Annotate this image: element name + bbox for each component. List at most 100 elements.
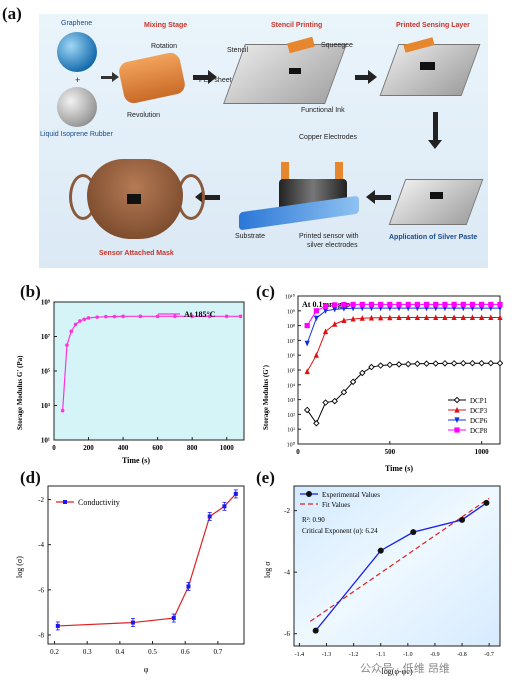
chart-d-point: [130, 620, 135, 625]
chart-e-plot-area: [293, 485, 501, 647]
chart-c-point: [304, 368, 310, 375]
chart-c-point: [488, 301, 494, 308]
chart-c-plot-area: [297, 295, 501, 445]
graphene-sphere: [57, 32, 97, 72]
stencil-printing-label: Stencil Printing: [271, 22, 323, 29]
chart-c-point: [460, 314, 466, 321]
chart-b-xtick-label: 800: [187, 444, 198, 452]
chart-d-xtick-label: 0.5: [148, 648, 157, 656]
chart-c-legend-marker: [454, 427, 460, 433]
pet-sheet-label: PET sheet: [199, 77, 232, 84]
chart-c-point: [460, 301, 466, 308]
arrow-head-1: [112, 72, 119, 82]
graphene-label: Graphene: [61, 20, 93, 27]
chart-b-xlabel: Time (s): [122, 456, 150, 465]
chart-e-r2: R²: 0.90: [302, 516, 325, 524]
chart-c-point: [368, 363, 375, 371]
chart-c-legend-marker: [454, 417, 460, 424]
arrow-left-1: [375, 195, 391, 200]
chart-d-ytick-label: -4: [38, 541, 44, 549]
chart-d-xtick-label: 0.3: [83, 648, 92, 656]
chart-e-ylabel: log σ: [263, 561, 272, 578]
chart-c-point: [496, 359, 504, 367]
chart-c-point: [414, 314, 420, 321]
chart-e-critical: Critical Exponent (α): 6.24: [302, 527, 378, 535]
chart-e-xtick-label: -1.0: [403, 652, 413, 658]
chart-b-ytick-label: 10⁵: [41, 368, 50, 376]
chart-b-ytick-label: 10¹: [41, 437, 50, 445]
chart-b-xtick-label: 200: [83, 444, 94, 452]
panel-a-label: (a): [2, 4, 22, 23]
chart-d-point: [55, 623, 60, 628]
chart-e-ytick-label: -4: [284, 569, 290, 577]
chart-c-point: [469, 314, 476, 321]
sensing-platform: [379, 44, 481, 96]
chart-b-point: [95, 315, 99, 319]
chart-e-point: [312, 627, 319, 634]
chart-d-point: [207, 514, 212, 519]
chart-e-ytick-label: -2: [284, 507, 290, 515]
copper-electrodes-label: Copper Electrodes: [299, 134, 357, 141]
chart-c-point: [359, 315, 365, 321]
chart-c-point: [441, 360, 449, 367]
chart-e-xtick-label: -0.7: [484, 652, 494, 658]
chart-b-xtick-label: 600: [152, 444, 163, 452]
chart-e-xtick-label: -1.3: [322, 652, 332, 658]
chart-c-point: [368, 314, 375, 321]
chart-c-series-line: [306, 307, 500, 344]
arrow-right-3: [355, 75, 369, 80]
chart-c-point: [313, 420, 320, 427]
chart-b-ylabel: Storage Modulus G' (Pa): [16, 355, 24, 430]
chart-c-legend-label: DCP3: [470, 407, 488, 415]
substrate-label: Substrate: [235, 233, 265, 240]
chart-d-xtick-label: 0.4: [115, 648, 124, 656]
chart-d-ylabel: log (σ): [15, 556, 24, 578]
squeegee-label: Squeegee: [321, 42, 353, 49]
chart-c-xtick-label: 1000: [475, 448, 490, 456]
chart-b-point: [121, 314, 125, 319]
chart-c-point: [359, 369, 366, 377]
chart-e-xtick-label: -0.8: [457, 652, 467, 658]
chart-d: log (σ) φ 0.2 0.3 0.4 0.5 0.6 0.7 -8 -6 -4 -2 Con…: [15, 485, 245, 674]
chart-d-xtick-label: 0.2: [50, 648, 59, 656]
chart-b-xtick-label: 0: [52, 444, 56, 452]
chart-c-ytick-label: 10¹⁰: [285, 294, 296, 301]
chart-c-ytick-label: 10⁷: [287, 339, 295, 345]
chart-d-point: [186, 584, 191, 589]
printed-sensor-label: Printed sensor with: [299, 233, 359, 240]
chart-c-point: [395, 361, 403, 368]
chart-c-point: [341, 305, 347, 312]
chart-e-point: [459, 516, 466, 523]
chart-c-point: [359, 301, 365, 308]
chart-c-series-line: [306, 362, 500, 425]
rotation-label: Rotation: [151, 43, 178, 50]
chart-b-ytick-label: 10³: [41, 402, 50, 410]
chart-c-point: [332, 321, 338, 327]
chart-c-point: [341, 301, 347, 308]
chart-b-point: [224, 314, 229, 319]
chart-d-point: [171, 616, 176, 621]
chart-c-point: [414, 301, 420, 308]
chart-b-point: [104, 314, 108, 319]
printed-sensing-layer-label: Printed Sensing Layer: [396, 22, 470, 29]
chart-d-plot-area: [47, 485, 245, 645]
chart-c-point: [497, 314, 503, 321]
chart-d-legend-label: Conductivity: [78, 498, 120, 507]
chart-c-ytick-label: 10⁴: [287, 383, 295, 389]
chart-b-legend-label: At 185°C: [184, 310, 216, 319]
chart-c-ytick-label: 10⁶: [287, 354, 295, 360]
chart-e-point: [377, 547, 384, 554]
chart-c-xlabel: Time (s): [385, 464, 413, 473]
chart-b-ytick-label: 10⁷: [41, 333, 50, 341]
chart-c-ytick-label: 10³: [287, 398, 295, 404]
arrow-head-3: [368, 70, 377, 84]
chart-c-legend-label: DCP8: [470, 427, 488, 435]
chart-b-ytick-label: 10⁹: [41, 299, 50, 307]
silver-electrodes-label: silver electrodes: [307, 242, 358, 249]
chart-c-legend-label: DCP1: [470, 397, 488, 405]
chart-c-ytick-label: 10¹: [287, 428, 295, 434]
chart-c-xtick-label: 0: [296, 448, 300, 456]
chart-b-xtick-label: 1000: [220, 444, 235, 452]
chart-c-point: [450, 360, 458, 367]
chart-c-ytick-label: 10⁸: [287, 324, 295, 330]
